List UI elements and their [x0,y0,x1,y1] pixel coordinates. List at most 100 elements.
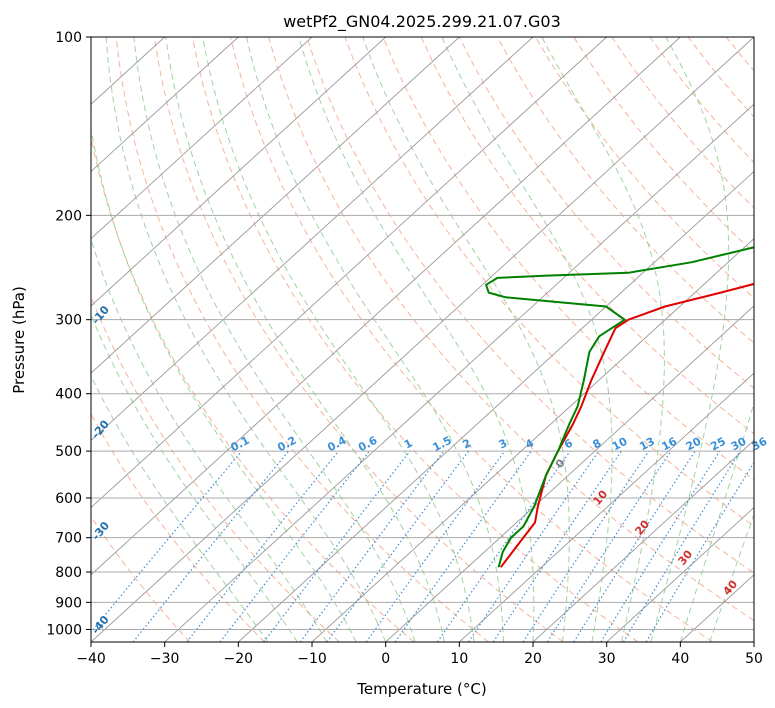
mixing-ratio-label: 3 [497,436,510,451]
dry-adiabat [268,37,754,622]
x-axis: −40 −30 −20 −10 0 10 20 30 40 50 [76,642,763,667]
y-tick-label: 500 [55,444,82,460]
dry-adiabat [382,37,754,481]
mixing-ratio-label: 25 [708,435,728,454]
x-tick-label: 0 [381,651,390,667]
dry-adiabat [91,515,191,642]
dry-adiabat [230,37,713,642]
mixing-ratio-line [522,450,650,642]
moist-adiabat [650,37,730,642]
y-tick-label: 700 [55,531,82,547]
dry-adiabat [191,37,639,642]
moist-adiabat [709,513,754,642]
dry-adiabat [153,37,564,642]
dry-adiabat [306,37,754,574]
dewpoint-profile [485,246,754,568]
x-tick-label: 30 [598,651,616,667]
mixing-ratio-label: 6 [562,436,575,451]
mixing-ratio-line [436,450,571,642]
dry-adiabat [573,37,754,254]
mixing-ratio-label: 30 [729,435,749,454]
isotherm [606,506,754,642]
x-tick-label: 40 [671,651,689,667]
y-tick-label: 1000 [46,622,82,638]
dry-adiabat-label: -20 [89,417,112,441]
moist-adiabat [165,37,446,642]
chart-title: wetPf2_GN04.2025.299.21.07.G03 [283,12,561,32]
isotherm [91,37,313,240]
mixing-ratio-label: 8 [591,436,604,451]
mixing-ratio-line [132,450,290,642]
mixing-ratio-label: 20 [684,435,704,454]
dry-adiabat [91,135,415,642]
y-axis: 100 200 300 400 500 600 700 800 900 1000 [46,30,91,638]
dry-adiabat [764,37,775,642]
isotherm [238,170,754,642]
background-grid [91,37,775,642]
moist-adiabat [362,37,570,642]
mixing-ratio-label: 16 [659,435,679,454]
isotherm [459,372,754,642]
mixing-ratio-label: 10 [610,435,630,454]
isotherm [91,37,534,441]
mixing-ratio-line [492,450,622,642]
mixing-ratio-line [573,450,696,642]
y-tick-label: 200 [55,208,82,224]
x-tick-label: −40 [76,651,106,667]
mixing-ratio-line [186,450,340,642]
mixing-ratio-line [91,450,243,633]
isotherm [91,37,754,642]
moist-adiabat-label: 10 [590,487,610,507]
y-tick-label: 600 [55,491,82,507]
moist-adiabat [91,125,357,642]
isotherm [91,37,460,374]
x-tick-label: −30 [150,651,180,667]
isotherm [91,37,681,576]
dry-adiabat-label: -30 [89,519,112,543]
mixing-ratio-line [299,450,445,642]
dry-adiabat [420,37,754,435]
isotherm [311,238,754,642]
dry-adiabat [91,412,265,642]
y-axis-label: Pressure (hPa) [10,286,28,394]
y-tick-label: 800 [55,565,82,581]
dry-adiabat [649,37,754,164]
mixing-ratio-line [600,450,721,642]
isotherm [753,641,754,642]
isotherm [385,305,754,642]
isotherm [164,103,754,642]
mixing-ratio-line [622,450,741,642]
mixing-ratio-line [467,450,600,642]
mixing-ratio-label: 1 [402,436,415,451]
y-tick-label: 300 [55,313,82,329]
moist-adiabat [91,374,269,642]
moist-adiabat [679,401,754,642]
x-tick-label: 20 [524,651,542,667]
moist-adiabat [105,37,387,642]
moist-adiabat [246,37,504,642]
dry-adiabat-label: -10 [89,303,112,327]
moist-adiabat [441,37,613,642]
moist-adiabat [91,237,328,642]
moist-adiabat [91,313,298,642]
moist-adiabat-label: 20 [632,517,652,537]
dry-adiabat [535,37,754,299]
y-tick-label: 100 [55,30,82,46]
mixing-ratio-label: 2 [460,436,473,451]
y-tick-label: 900 [55,595,82,611]
isotherm [91,37,386,307]
moist-adiabat-label: 40 [720,577,740,597]
isotherm [91,37,607,509]
moist-adiabat [202,37,475,642]
x-axis-label: Temperature (°C) [356,680,486,698]
mixing-ratio-line [326,450,469,642]
dry-adiabat [496,37,754,344]
dry-adiabat [91,295,340,642]
series-layer [485,246,754,568]
mixing-ratio-line [394,450,532,642]
dry-adiabat [115,37,489,642]
dry-adiabat-label: -40 [89,613,112,637]
moist-adiabat [541,37,665,642]
moist-adiabat [298,37,535,642]
